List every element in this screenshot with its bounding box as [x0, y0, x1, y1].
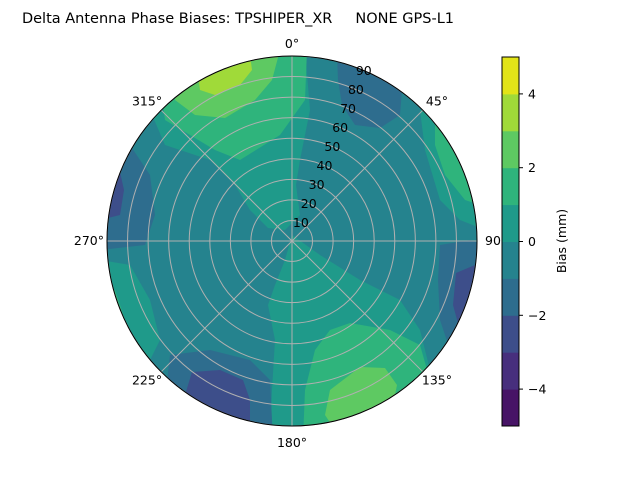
contour-level-2-3 [325, 367, 397, 426]
theta-tick-label: 315° [132, 94, 162, 109]
contour-level-neg3-neg2 [453, 265, 477, 340]
colorbar-tick-label: 2 [528, 160, 536, 175]
radial-tick-label: 70 [340, 101, 356, 116]
radial-tick-label: 80 [348, 82, 364, 97]
contour-level-neg3-neg2 [107, 160, 124, 220]
colorbar-tick-label: 4 [528, 86, 536, 101]
contour-level-neg3-neg2 [180, 370, 250, 426]
polar-labels: 0°45°90°135°180°225°270°315°102030405060… [74, 36, 507, 450]
angular-gridline [291, 240, 424, 373]
colorbar-band [502, 130, 519, 169]
angular-gridline [160, 240, 293, 373]
colorbar-band [502, 241, 519, 279]
radial-tick-label: 90 [356, 63, 372, 78]
radial-tick-label: 20 [301, 196, 317, 211]
polar-grid [106, 55, 478, 427]
radial-tick-label: 50 [324, 139, 340, 154]
radial-tick-label: 40 [317, 158, 333, 173]
colorbar-tick-label: −4 [528, 382, 546, 397]
theta-tick-label: 135° [422, 372, 452, 387]
radial-tick-label: 60 [332, 120, 348, 135]
colorbar-band [502, 93, 519, 132]
angular-gridline [291, 109, 424, 242]
colorbar-tick-label: 0 [528, 234, 536, 249]
colorbar-band [502, 167, 519, 206]
colorbar-band [502, 57, 519, 95]
colorbar-label: Bias (mm) [554, 209, 569, 273]
theta-tick-label: 180° [277, 435, 307, 450]
theta-tick-label: 45° [426, 94, 448, 109]
theta-tick-label: 0° [285, 36, 299, 51]
angular-gridline [160, 109, 293, 242]
colorbar-band [502, 278, 519, 316]
colorbar-band [502, 204, 519, 242]
radial-tick-label: 30 [309, 177, 325, 192]
colorbar: 4 2 0 −2 −4 Bias (mm) [501, 56, 569, 427]
colorbar-band [502, 315, 519, 353]
theta-tick-label: 270° [74, 233, 104, 248]
colorbar-band [502, 352, 519, 390]
chart-title: Delta Antenna Phase Biases: TPSHIPER_XR … [22, 11, 454, 27]
colorbar-tick-label: −2 [528, 308, 546, 323]
polar-frame [106, 55, 478, 427]
radial-tick-label: 10 [293, 215, 309, 230]
colorbar-band [502, 389, 519, 427]
theta-tick-label: 225° [132, 372, 162, 387]
